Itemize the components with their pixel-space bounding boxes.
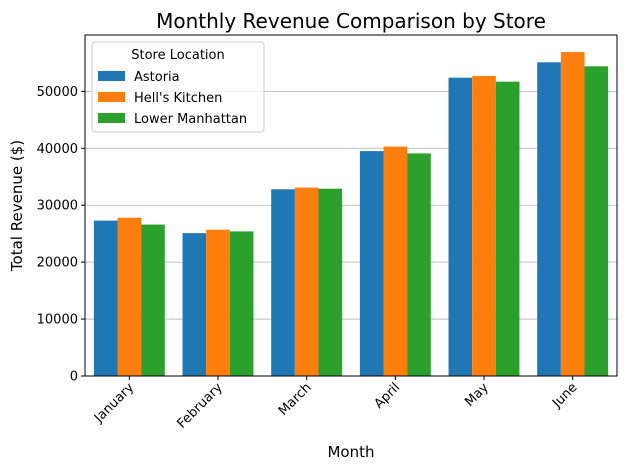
x-tick-label: May (462, 380, 492, 410)
bar (448, 77, 473, 376)
bar (359, 151, 384, 376)
x-tick-label: January (91, 380, 137, 426)
legend-swatch (98, 113, 125, 123)
y-axis-ticks: 0 10000 20000 30000 40000 50000 (37, 85, 85, 385)
legend-box (91, 41, 265, 133)
bar (383, 146, 408, 376)
x-tick-label: March (276, 380, 315, 419)
chart-title: Monthly Revenue Comparison by Store (156, 9, 546, 33)
bar (584, 66, 609, 376)
bar (560, 52, 585, 377)
legend-label: Hell's Kitchen (134, 91, 222, 106)
bar (495, 81, 520, 376)
y-tick-label: 0 (70, 370, 78, 385)
bar (93, 220, 118, 376)
y-tick-label: 30000 (37, 199, 78, 214)
bar (294, 187, 319, 376)
x-axis-ticks: January February March April May June (91, 376, 580, 432)
x-axis-label: Month (327, 443, 374, 461)
bar (537, 62, 561, 377)
x-tick-label: June (549, 380, 580, 411)
bar (117, 217, 142, 376)
bar (318, 188, 343, 376)
x-tick-label: April (372, 380, 404, 412)
bar (141, 224, 165, 376)
bar-group (93, 52, 609, 377)
legend: Store Location Astoria Hell's Kitchen Lowe… (91, 41, 265, 133)
bar (229, 231, 254, 376)
bar (206, 229, 230, 376)
legend-title: Store Location (131, 48, 224, 63)
legend-swatch (98, 92, 125, 102)
legend-label: Lower Manhattan (134, 112, 247, 127)
x-tick-label: February (174, 380, 226, 432)
legend-swatch (98, 71, 125, 81)
y-tick-label: 40000 (37, 142, 78, 157)
y-tick-label: 10000 (37, 313, 78, 328)
legend-label: Astoria (134, 70, 180, 85)
y-axis-label: Total Revenue ($) (8, 140, 26, 272)
bar (271, 189, 295, 376)
y-tick-label: 20000 (37, 256, 78, 271)
bar (472, 75, 496, 376)
bar (182, 233, 207, 376)
bar (407, 153, 431, 376)
y-tick-label: 50000 (37, 85, 78, 100)
